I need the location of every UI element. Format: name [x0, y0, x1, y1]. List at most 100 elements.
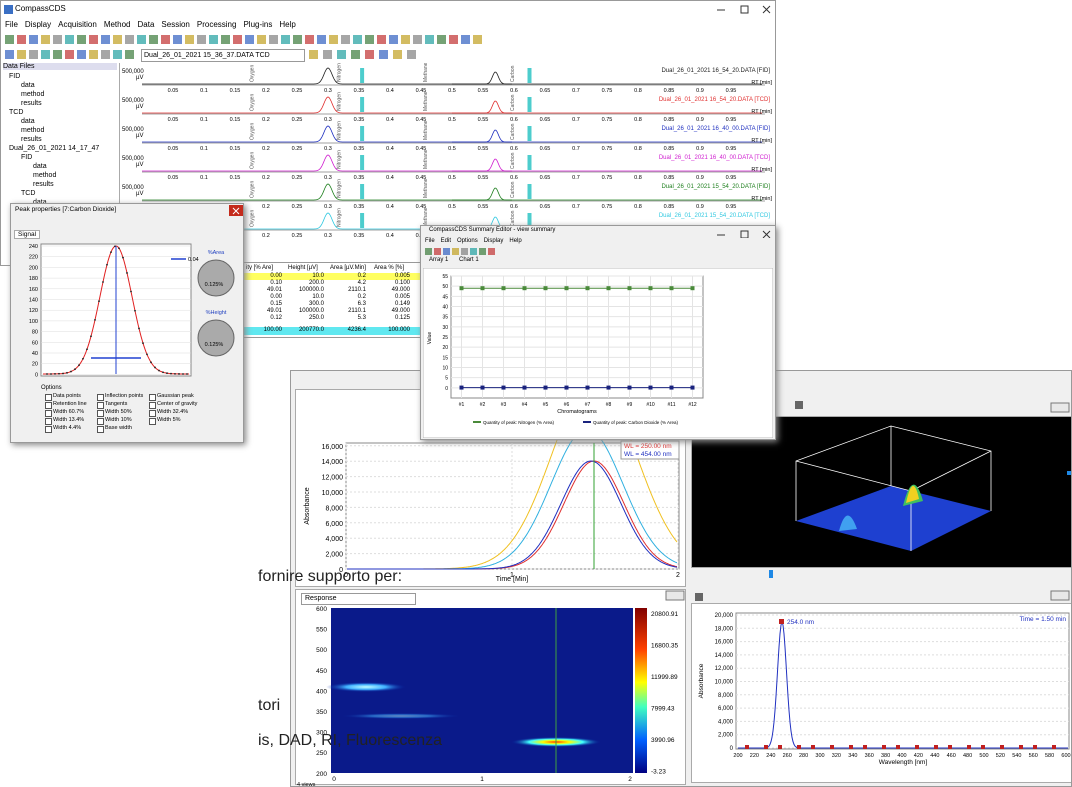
response-combo[interactable]: Response: [301, 593, 416, 605]
x-tick-label: 0.7: [572, 175, 580, 181]
checkbox[interactable]: [45, 410, 52, 417]
pie-value: 0.125%: [205, 282, 224, 288]
checkbox[interactable]: [149, 394, 156, 401]
main-window: CompassCDS File Display Acquisition Method Da…: [0, 0, 776, 266]
toolbar-icon: [479, 248, 486, 255]
y-tick-label: 550: [316, 627, 327, 634]
curve: [347, 460, 678, 570]
x-tick-label: 0.95: [726, 204, 737, 210]
y-tick-label: 55: [442, 274, 448, 280]
menu-item[interactable]: Session: [161, 20, 190, 29]
tree-item[interactable]: data: [33, 199, 47, 206]
x-tick-label: 0.1: [200, 117, 208, 123]
menu-item[interactable]: Acquisition: [58, 20, 97, 29]
y-tick-label: 100: [29, 319, 38, 325]
menu-item[interactable]: Method: [103, 20, 131, 29]
y-axis-label: 500,000: [122, 69, 144, 75]
peak-label: 254.0 nm: [787, 619, 814, 626]
baseline-marker: [1052, 745, 1056, 749]
toolbar-icon: [293, 35, 302, 44]
peak-name: Nitrogen: [336, 92, 342, 111]
tree-item[interactable]: results: [21, 100, 42, 107]
integration-marker: [360, 68, 365, 83]
y-tick-label: 14,000: [322, 459, 344, 466]
integration-marker: [527, 68, 532, 83]
checkbox[interactable]: [97, 418, 104, 425]
tree-item[interactable]: FID: [9, 73, 21, 80]
menu-item[interactable]: Plug-ins: [243, 20, 273, 29]
tree-item[interactable]: FID: [21, 154, 33, 161]
x-tick-label: 340: [848, 753, 857, 759]
series-point: [522, 286, 527, 291]
baseline-marker: [896, 745, 900, 749]
tree-item[interactable]: data: [21, 82, 35, 89]
checkbox[interactable]: [45, 402, 52, 409]
close-button: [762, 5, 771, 14]
menu-item[interactable]: Options: [457, 238, 478, 244]
x-tick-label: 0.3: [324, 146, 332, 152]
tree-item[interactable]: method: [33, 172, 57, 179]
x-tick-label: 0.1: [200, 175, 208, 181]
checkbox[interactable]: [149, 410, 156, 417]
x-tick-label: 0.65: [540, 175, 551, 181]
baseline-marker: [1019, 745, 1023, 749]
checkbox[interactable]: [45, 418, 52, 425]
menu-item[interactable]: File: [5, 20, 18, 29]
file-combo[interactable]: Dual_26_01_2021 15_36_37.DATA TCD: [141, 49, 305, 62]
checkbox[interactable]: [97, 410, 104, 417]
tree-item[interactable]: method: [21, 91, 45, 98]
x-tick-label: 0.5: [448, 204, 456, 210]
x-tick-label: 0.55: [478, 88, 489, 94]
tree-item[interactable]: TCD: [9, 109, 24, 116]
option-label: Gaussian peak: [157, 393, 194, 399]
menu-item[interactable]: Processing: [196, 20, 237, 29]
tab[interactable]: Signal: [14, 230, 41, 239]
x-axis-label: Wavelength [nm]: [879, 759, 928, 766]
tree-header: Data Files: [3, 63, 117, 70]
menu-item[interactable]: Help: [509, 238, 522, 244]
checkbox[interactable]: [149, 418, 156, 425]
surface-peak: [906, 485, 919, 503]
panel-control: [665, 590, 685, 601]
tree-item[interactable]: data: [33, 163, 47, 170]
tab[interactable]: Array 1: [429, 257, 449, 263]
menu-item[interactable]: File: [425, 238, 435, 244]
tree-item[interactable]: method: [21, 127, 45, 134]
x-tick-label: 0.45: [416, 146, 427, 152]
tree-item[interactable]: results: [21, 136, 42, 143]
checkbox[interactable]: [97, 426, 104, 433]
tab[interactable]: Chart 1: [459, 257, 479, 263]
tree-item[interactable]: TCD: [21, 190, 36, 197]
checkbox[interactable]: [45, 426, 52, 433]
x-tick-label: 260: [783, 753, 792, 759]
menu-item[interactable]: Display: [483, 238, 504, 244]
checkbox[interactable]: [149, 402, 156, 409]
tree-item[interactable]: results: [33, 181, 54, 188]
data-point: [154, 366, 156, 369]
y-axis-label: 500,000: [122, 156, 144, 162]
table-header: Height [µV]: [288, 265, 318, 271]
peak-name: Methane: [423, 178, 429, 198]
checkbox[interactable]: [45, 394, 52, 401]
data-point: [158, 369, 160, 372]
peak-name: Methane: [423, 63, 429, 82]
wire-box: [795, 425, 992, 551]
menu-item[interactable]: Data: [137, 20, 155, 29]
toolbar-icon: [113, 50, 122, 59]
checkbox[interactable]: [97, 394, 104, 401]
table-cell: 0.125: [394, 315, 410, 321]
heatmap-spot: [341, 713, 461, 719]
y-tick-label: 60: [32, 340, 38, 346]
slider-handle: [769, 570, 773, 578]
table-cell: 4.2: [357, 280, 366, 286]
menu-item[interactable]: Display: [24, 20, 52, 29]
checkbox[interactable]: [97, 402, 104, 409]
app-icon: [4, 5, 13, 14]
tree-item[interactable]: data: [21, 118, 35, 125]
tree-item[interactable]: Dual_26_01_2021 14_17_47: [9, 145, 100, 152]
x-tick-label: 0.4: [386, 117, 394, 123]
menu-item[interactable]: Edit: [440, 238, 452, 244]
menu-item[interactable]: Help: [279, 20, 296, 29]
x-tick-label: 0.55: [478, 146, 489, 152]
